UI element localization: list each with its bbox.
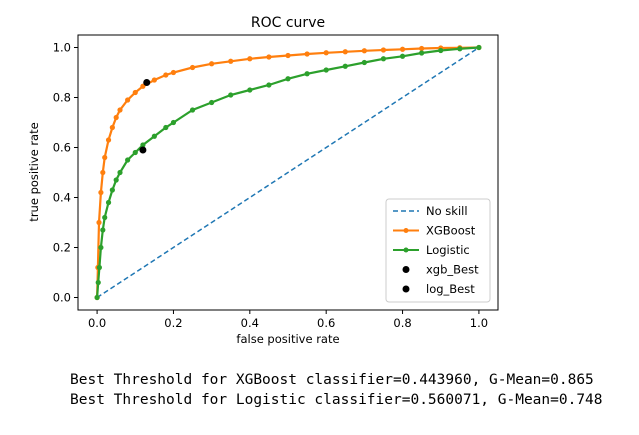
xgb-best-marker [143, 79, 151, 86]
logistic-point [94, 294, 100, 301]
x-tick-label: 0.6 [317, 316, 335, 330]
xgboost-point [228, 58, 234, 64]
xgboost-point [109, 124, 115, 131]
xgboost-point [96, 219, 102, 226]
xgboost-point [189, 64, 196, 71]
legend-label-logistic: Logistic [426, 243, 470, 257]
logistic-point [476, 44, 482, 51]
xgboost-point [113, 114, 119, 121]
logistic-point [163, 124, 169, 131]
xgboost-point [132, 89, 138, 96]
console-line-logistic: Best Threshold for Logistic classifier=0… [70, 392, 603, 408]
logistic-point [342, 63, 348, 69]
axes-frame [77, 34, 499, 311]
xgboost-point [361, 48, 367, 54]
y-tick-label: 0.8 [53, 91, 71, 105]
legend-marker-xgboost [403, 228, 409, 233]
logistic-point [247, 87, 253, 93]
legend-label-no-skill: No skill [426, 204, 468, 218]
logistic-point [100, 227, 106, 233]
legend-label-xgb-best: xgb_Best [426, 263, 479, 277]
xgboost-point [419, 45, 425, 52]
x-tick-label: 0.2 [164, 316, 182, 330]
logistic-point [125, 157, 131, 163]
roc-figure: 0.0 0.2 0.4 0.6 0.8 1.0 0.0 0.2 0.4 0.6 0.8 1.0 ROC… [27, 15, 499, 346]
xgboost-series-line [96, 46, 479, 298]
xgboost-point [247, 56, 253, 62]
logistic-point [113, 177, 119, 183]
logistic-point [438, 47, 444, 54]
logistic-point [380, 56, 387, 62]
x-tick-label: 0.0 [88, 316, 106, 330]
plot-area [94, 44, 482, 301]
xgboost-point [125, 97, 131, 103]
y-tick-label: 0.2 [53, 241, 71, 255]
no-skill-series-line [96, 46, 480, 299]
log-best-marker [139, 146, 147, 154]
legend-marker-log-best [402, 285, 410, 293]
logistic-point [266, 82, 272, 88]
xgboost-point [102, 154, 108, 161]
xgboost-point [342, 49, 348, 55]
logistic-point [95, 279, 101, 286]
logistic-point [285, 76, 291, 82]
logistic-point [140, 142, 146, 148]
y-tick-label: 0.6 [53, 141, 71, 155]
legend-label-log-best: log_Best [426, 282, 475, 296]
logistic-point [304, 71, 310, 77]
legend-marker-xgb-best [402, 266, 410, 273]
y-tick-label: 0.0 [53, 291, 71, 305]
chart-title: ROC curve [251, 15, 325, 31]
logistic-point [151, 133, 157, 139]
xgboost-point [304, 51, 310, 57]
logistic-point [228, 92, 234, 98]
xgboost-point [117, 107, 123, 113]
xgboost-point [98, 189, 104, 196]
logistic-point [323, 67, 329, 73]
x-axis-label: false positive rate [236, 332, 339, 346]
axis-ticks: 0.0 0.2 0.4 0.6 0.8 1.0 0.0 0.2 0.4 0.6 0.8 1.0 [53, 41, 488, 331]
y-tick-label: 1.0 [53, 41, 71, 55]
logistic-point [105, 199, 112, 206]
logistic-point [189, 107, 196, 113]
xgboost-point [399, 46, 406, 52]
logistic-point [457, 46, 463, 52]
xgboost-point [100, 169, 106, 176]
console-line-xgboost: Best Threshold for XGBoost classifier=0.… [70, 372, 594, 388]
logistic-point [98, 244, 104, 251]
logistic-point [419, 50, 425, 56]
logistic-point [399, 53, 406, 59]
logistic-point [170, 119, 177, 126]
x-tick-label: 0.4 [241, 316, 259, 330]
xgboost-point [151, 77, 157, 83]
y-axis-label: true positive rate [27, 122, 41, 221]
xgboost-point [209, 61, 215, 67]
xgboost-point [163, 72, 169, 78]
legend-box [385, 198, 491, 303]
x-tick-label: 0.8 [393, 316, 411, 330]
xgboost-point [105, 137, 112, 143]
xgboost-point [170, 69, 177, 76]
xgboost-point [285, 52, 291, 59]
logistic-point [117, 169, 123, 176]
logistic-point [102, 214, 108, 221]
xgboost-point [380, 47, 387, 53]
xgboost-point [140, 83, 146, 89]
xgboost-point [266, 54, 272, 60]
legend-label-xgboost: XGBoost [426, 224, 476, 238]
xgboost-point [323, 50, 329, 56]
logistic-point [109, 187, 115, 193]
y-tick-label: 0.4 [53, 191, 71, 205]
logistic-point [132, 149, 138, 156]
legend: No skill XGBoost Logistic xgb_Best log_Best [385, 198, 491, 303]
logistic-point [209, 99, 215, 106]
legend-marker-logistic [403, 247, 409, 253]
logistic-point [361, 59, 367, 66]
x-tick-label: 1.0 [470, 316, 488, 330]
logistic-point [96, 264, 102, 271]
